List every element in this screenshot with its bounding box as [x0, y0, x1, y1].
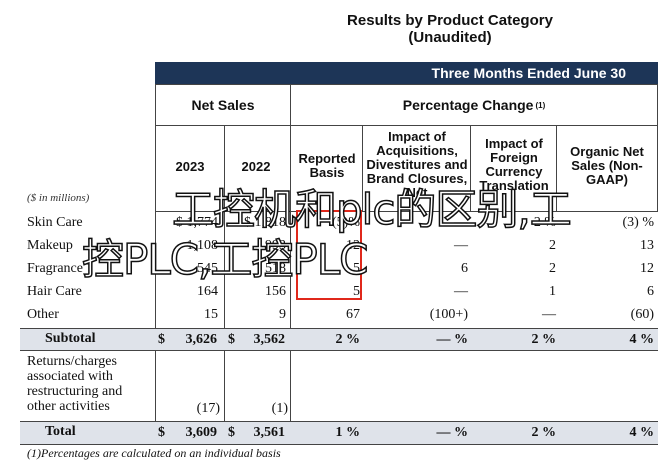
row-2022: 993 [265, 238, 286, 253]
row-reported: (5)% [332, 215, 360, 230]
row-organic: 13 [640, 238, 654, 253]
total-organic: 4 % [629, 425, 655, 440]
row-2023: 545 [197, 261, 218, 276]
row-fx: 2 [549, 261, 556, 276]
row-fx: 2 % [533, 215, 556, 230]
row-organic: 12 [640, 261, 654, 276]
row-fx: 2 [549, 238, 556, 253]
col-reported-basis: Reported Basis [298, 151, 356, 180]
row-fx: — [542, 307, 556, 322]
subtotal-organic: 4 % [629, 332, 655, 347]
total-2022: 3,561 [253, 425, 286, 440]
units-label: ($ in millions) [27, 192, 90, 204]
total-acq: — % [436, 425, 469, 440]
row-organic: 6 [647, 284, 654, 299]
row-reported: 67 [346, 307, 360, 322]
row-2023: 164 [197, 284, 218, 299]
footnote: (1)Percentages are calculated on an indi… [27, 446, 281, 460]
subtotal-fx: 2 % [531, 332, 557, 347]
row-2022: 9 [279, 307, 286, 322]
row-2022: 156 [265, 284, 286, 299]
row-label: Fragrance [27, 261, 83, 276]
row-reported: 5 [353, 261, 360, 276]
subtotal-currency-2023: $ [158, 332, 165, 347]
row-acq: 6 [461, 261, 468, 276]
row-2022: 518 [265, 261, 286, 276]
subtotal-acq: — % [436, 332, 469, 347]
percentage-change-group-header: Percentage Change (1) [290, 84, 658, 126]
col-2023: 2023 [175, 159, 205, 174]
col-2022: 2022 [241, 159, 271, 174]
row-2022: $ 1,818 [244, 215, 286, 230]
row-acq: — [454, 215, 468, 230]
subtotal-2022: 3,562 [253, 332, 286, 347]
total-reported: 1 % [335, 425, 361, 440]
period-band: Three Months Ended June 30 [155, 62, 658, 84]
col-acquisitions-impact: Impact of Acquisitions, Divestitures and… [366, 129, 468, 200]
subtotal-label: Subtotal [45, 331, 96, 346]
overlay-title-line1: 工控机和plc的区别,工 [171, 185, 572, 235]
net-sales-label: Net Sales [191, 97, 255, 113]
percentage-change-footnote-mark: (1) [535, 100, 546, 110]
total-shade [20, 421, 658, 444]
col-fx-impact: Impact of Foreign Currency Translation [479, 136, 549, 193]
row-organic: (60) [630, 307, 654, 322]
row-reported: 12 [346, 238, 360, 253]
subtotal-shade [20, 328, 658, 350]
returns-label: Returns/charges associated with restruct… [27, 354, 123, 414]
row-acq: (100+) [429, 307, 468, 322]
row-acq: — [454, 284, 468, 299]
row-fx: 1 [549, 284, 556, 299]
row-acq: — [454, 238, 468, 253]
row-2023: 15 [204, 307, 218, 322]
row-label: Makeup [27, 238, 73, 253]
total-label: Total [45, 424, 76, 439]
row-organic: (3) % [622, 215, 655, 230]
total-fx: 2 % [531, 425, 557, 440]
report-title-line1: Results by Product Category [347, 12, 553, 29]
overlay-title-line2: 控PLC,工控PLC [81, 235, 369, 285]
returns-2023: (17) [196, 401, 220, 416]
total-currency-2023: $ [158, 425, 165, 440]
report-title: Results by Product Category (Unaudited) [300, 12, 600, 46]
returns-2022: (1) [271, 401, 288, 416]
row-label: Skin Care [27, 215, 83, 230]
subtotal-currency-2022: $ [228, 332, 235, 347]
total-2023: 3,609 [185, 425, 218, 440]
report-title-line2: (Unaudited) [408, 29, 492, 46]
row-2023: $ 1,774 [176, 215, 218, 230]
col-organic-net-sales: Organic Net Sales (Non-GAAP) [570, 144, 644, 187]
subtotal-2023: 3,626 [185, 332, 218, 347]
subtotal-reported: 2 % [335, 332, 361, 347]
highlight-box [296, 210, 362, 300]
net-sales-group-header: Net Sales [155, 84, 291, 126]
row-label: Other [27, 307, 59, 322]
total-currency-2022: $ [228, 425, 235, 440]
row-reported: 5 [353, 284, 360, 299]
percentage-change-label: Percentage Change [402, 97, 534, 113]
row-label: Hair Care [27, 284, 82, 299]
row-2023: 1,108 [186, 238, 219, 253]
